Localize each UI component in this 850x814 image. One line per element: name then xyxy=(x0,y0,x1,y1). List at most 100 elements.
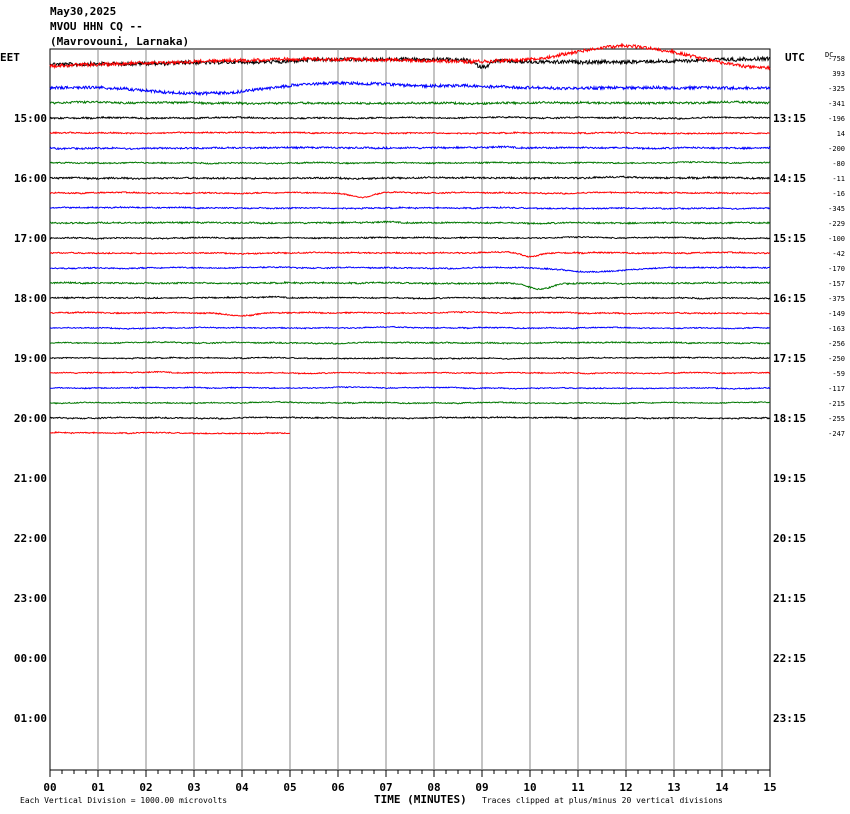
dc-offset-value: -157 xyxy=(828,280,845,288)
dc-offset-value: -247 xyxy=(828,430,845,438)
right-hour-label: 18:15 xyxy=(773,412,806,425)
left-timezone-label: EET xyxy=(0,51,20,64)
seismic-traces xyxy=(49,42,771,435)
x-tick-label-09: 09 xyxy=(475,781,488,794)
left-hour-label: 18:00 xyxy=(14,292,47,305)
channel-code: MVOU HHN CQ -- xyxy=(50,20,143,33)
dc-offset-value: 393 xyxy=(832,70,845,78)
left-hour-label: 23:00 xyxy=(14,592,47,605)
dc-offset-value: -341 xyxy=(828,100,845,108)
x-tick-label-01: 01 xyxy=(91,781,105,794)
dc-offset-value: -325 xyxy=(828,85,845,93)
dc-offset-value: 14 xyxy=(837,130,845,138)
trace-line-6 xyxy=(49,130,771,136)
right-hour-label: 23:15 xyxy=(773,712,806,725)
footer-scale-note: Each Vertical Division = 1000.00 microvo… xyxy=(20,796,227,805)
trace-line-2 xyxy=(49,42,771,71)
right-hour-label: 15:15 xyxy=(773,232,806,245)
trace-line-19 xyxy=(49,325,771,330)
trace-line-13 xyxy=(49,235,771,240)
left-hour-label: 17:00 xyxy=(14,232,47,245)
trace-line-22 xyxy=(49,370,771,375)
x-tick-label-12: 12 xyxy=(619,781,632,794)
station-location: (Mavrovouni, Larnaka) xyxy=(50,35,190,48)
dc-offset-value: -16 xyxy=(832,190,845,198)
right-hour-label: 20:15 xyxy=(773,532,806,545)
hour-labels: 15:00 16:00 17:00 18:00 19:00 20:00 21:00 22:00… xyxy=(14,112,806,725)
x-tick-label-13: 13 xyxy=(667,781,680,794)
right-hour-label: 22:15 xyxy=(773,652,806,665)
dc-offset-value: -163 xyxy=(828,325,845,333)
vertical-grid xyxy=(97,49,723,770)
dc-offset-value: -11 xyxy=(832,175,845,183)
trace-line-7 xyxy=(49,145,771,151)
left-hour-label: 19:00 xyxy=(14,352,47,365)
plot-frame xyxy=(49,48,771,771)
dc-header: DC xyxy=(825,51,833,59)
x-axis-title: TIME (MINUTES) xyxy=(374,793,467,806)
left-hour-label: 00:00 xyxy=(14,652,47,665)
right-hour-label: 13:15 xyxy=(773,112,806,125)
x-tick-label-15: 15 xyxy=(763,781,776,794)
trace-line-4 xyxy=(49,99,770,106)
x-tick-label-14: 14 xyxy=(715,781,729,794)
dc-offset-value: -758 xyxy=(828,55,845,63)
dc-offset-value: -200 xyxy=(828,145,845,153)
trace-line-26 xyxy=(49,430,290,435)
trace-line-3 xyxy=(49,80,771,97)
dc-offset-value: -345 xyxy=(828,205,845,213)
x-tick-label-03: 03 xyxy=(187,781,200,794)
trace-line-16 xyxy=(49,280,771,291)
dc-offset-value: -80 xyxy=(832,160,845,168)
trace-line-18 xyxy=(49,310,771,317)
record-date: May30,2025 xyxy=(50,5,117,18)
trace-line-14 xyxy=(49,250,771,258)
dc-offset-value: -100 xyxy=(828,235,845,243)
right-hour-label: 19:15 xyxy=(773,472,806,485)
x-tick-label-10: 10 xyxy=(523,781,536,794)
trace-line-17 xyxy=(49,295,771,300)
right-hour-label: 14:15 xyxy=(773,172,806,185)
trace-line-25 xyxy=(49,415,771,420)
trace-line-9 xyxy=(49,175,771,181)
dc-offset-value: -250 xyxy=(828,355,845,363)
dc-offset-labels: -758 393 -325 -341 -196 14 -200 -80 -11 -16 -345 -2… xyxy=(828,55,845,438)
dc-offset-value: -117 xyxy=(828,385,845,393)
trace-line-5 xyxy=(49,115,771,121)
x-tick-label-06: 06 xyxy=(331,781,345,794)
footer-clip-note: Traces clipped at plus/minus 20 vertical… xyxy=(482,796,723,805)
x-tick-label-02: 02 xyxy=(139,781,152,794)
dc-offset-value: -215 xyxy=(828,400,845,408)
trace-line-11 xyxy=(49,205,771,211)
left-hour-label: 20:00 xyxy=(14,412,47,425)
dc-offset-value: -42 xyxy=(832,250,845,258)
dc-offset-value: -170 xyxy=(828,265,845,273)
x-tick-label-05: 05 xyxy=(283,781,296,794)
x-tick-label-04: 04 xyxy=(235,781,249,794)
left-hour-label: 15:00 xyxy=(14,112,47,125)
trace-line-10 xyxy=(49,191,771,199)
trace-line-15 xyxy=(49,265,771,274)
x-tick-label-07: 07 xyxy=(379,781,392,794)
dc-offset-value: -149 xyxy=(828,310,845,318)
dc-offset-value: -59 xyxy=(832,370,845,378)
dc-offset-value: -255 xyxy=(828,415,845,423)
trace-line-24 xyxy=(49,400,771,405)
right-hour-label: 17:15 xyxy=(773,352,806,365)
trace-line-23 xyxy=(49,386,771,390)
right-hour-label: 16:15 xyxy=(773,292,806,305)
dc-offset-value: -229 xyxy=(828,220,845,228)
dc-offset-value: -375 xyxy=(828,295,845,303)
left-hour-label: 01:00 xyxy=(14,712,47,725)
right-timezone-label: UTC xyxy=(785,51,805,64)
trace-line-12 xyxy=(49,220,771,226)
left-hour-label: 22:00 xyxy=(14,532,47,545)
trace-line-8 xyxy=(49,160,770,165)
trace-line-20 xyxy=(49,340,770,345)
left-hour-label: 21:00 xyxy=(14,472,47,485)
dc-offset-value: -256 xyxy=(828,340,845,348)
right-hour-label: 21:15 xyxy=(773,592,806,605)
x-axis: 00 01 02 03 04 05 06 07 08 09 10 11 12 13 14 15 xyxy=(43,770,777,794)
x-tick-label-11: 11 xyxy=(571,781,585,794)
